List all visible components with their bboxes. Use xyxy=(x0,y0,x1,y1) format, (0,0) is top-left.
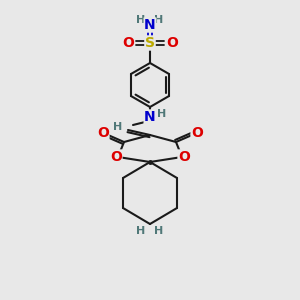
Text: N: N xyxy=(144,110,156,124)
Text: O: O xyxy=(191,126,203,140)
Text: H: H xyxy=(113,122,123,132)
Text: H: H xyxy=(136,226,146,236)
Text: O: O xyxy=(178,150,190,164)
Text: O: O xyxy=(122,36,134,50)
Text: S: S xyxy=(145,36,155,50)
Text: H: H xyxy=(136,15,146,25)
Text: H: H xyxy=(158,109,166,119)
Text: H: H xyxy=(154,15,164,25)
Text: H: H xyxy=(154,226,164,236)
Text: N: N xyxy=(144,18,156,32)
Text: O: O xyxy=(97,126,109,140)
Text: O: O xyxy=(166,36,178,50)
Text: O: O xyxy=(110,150,122,164)
